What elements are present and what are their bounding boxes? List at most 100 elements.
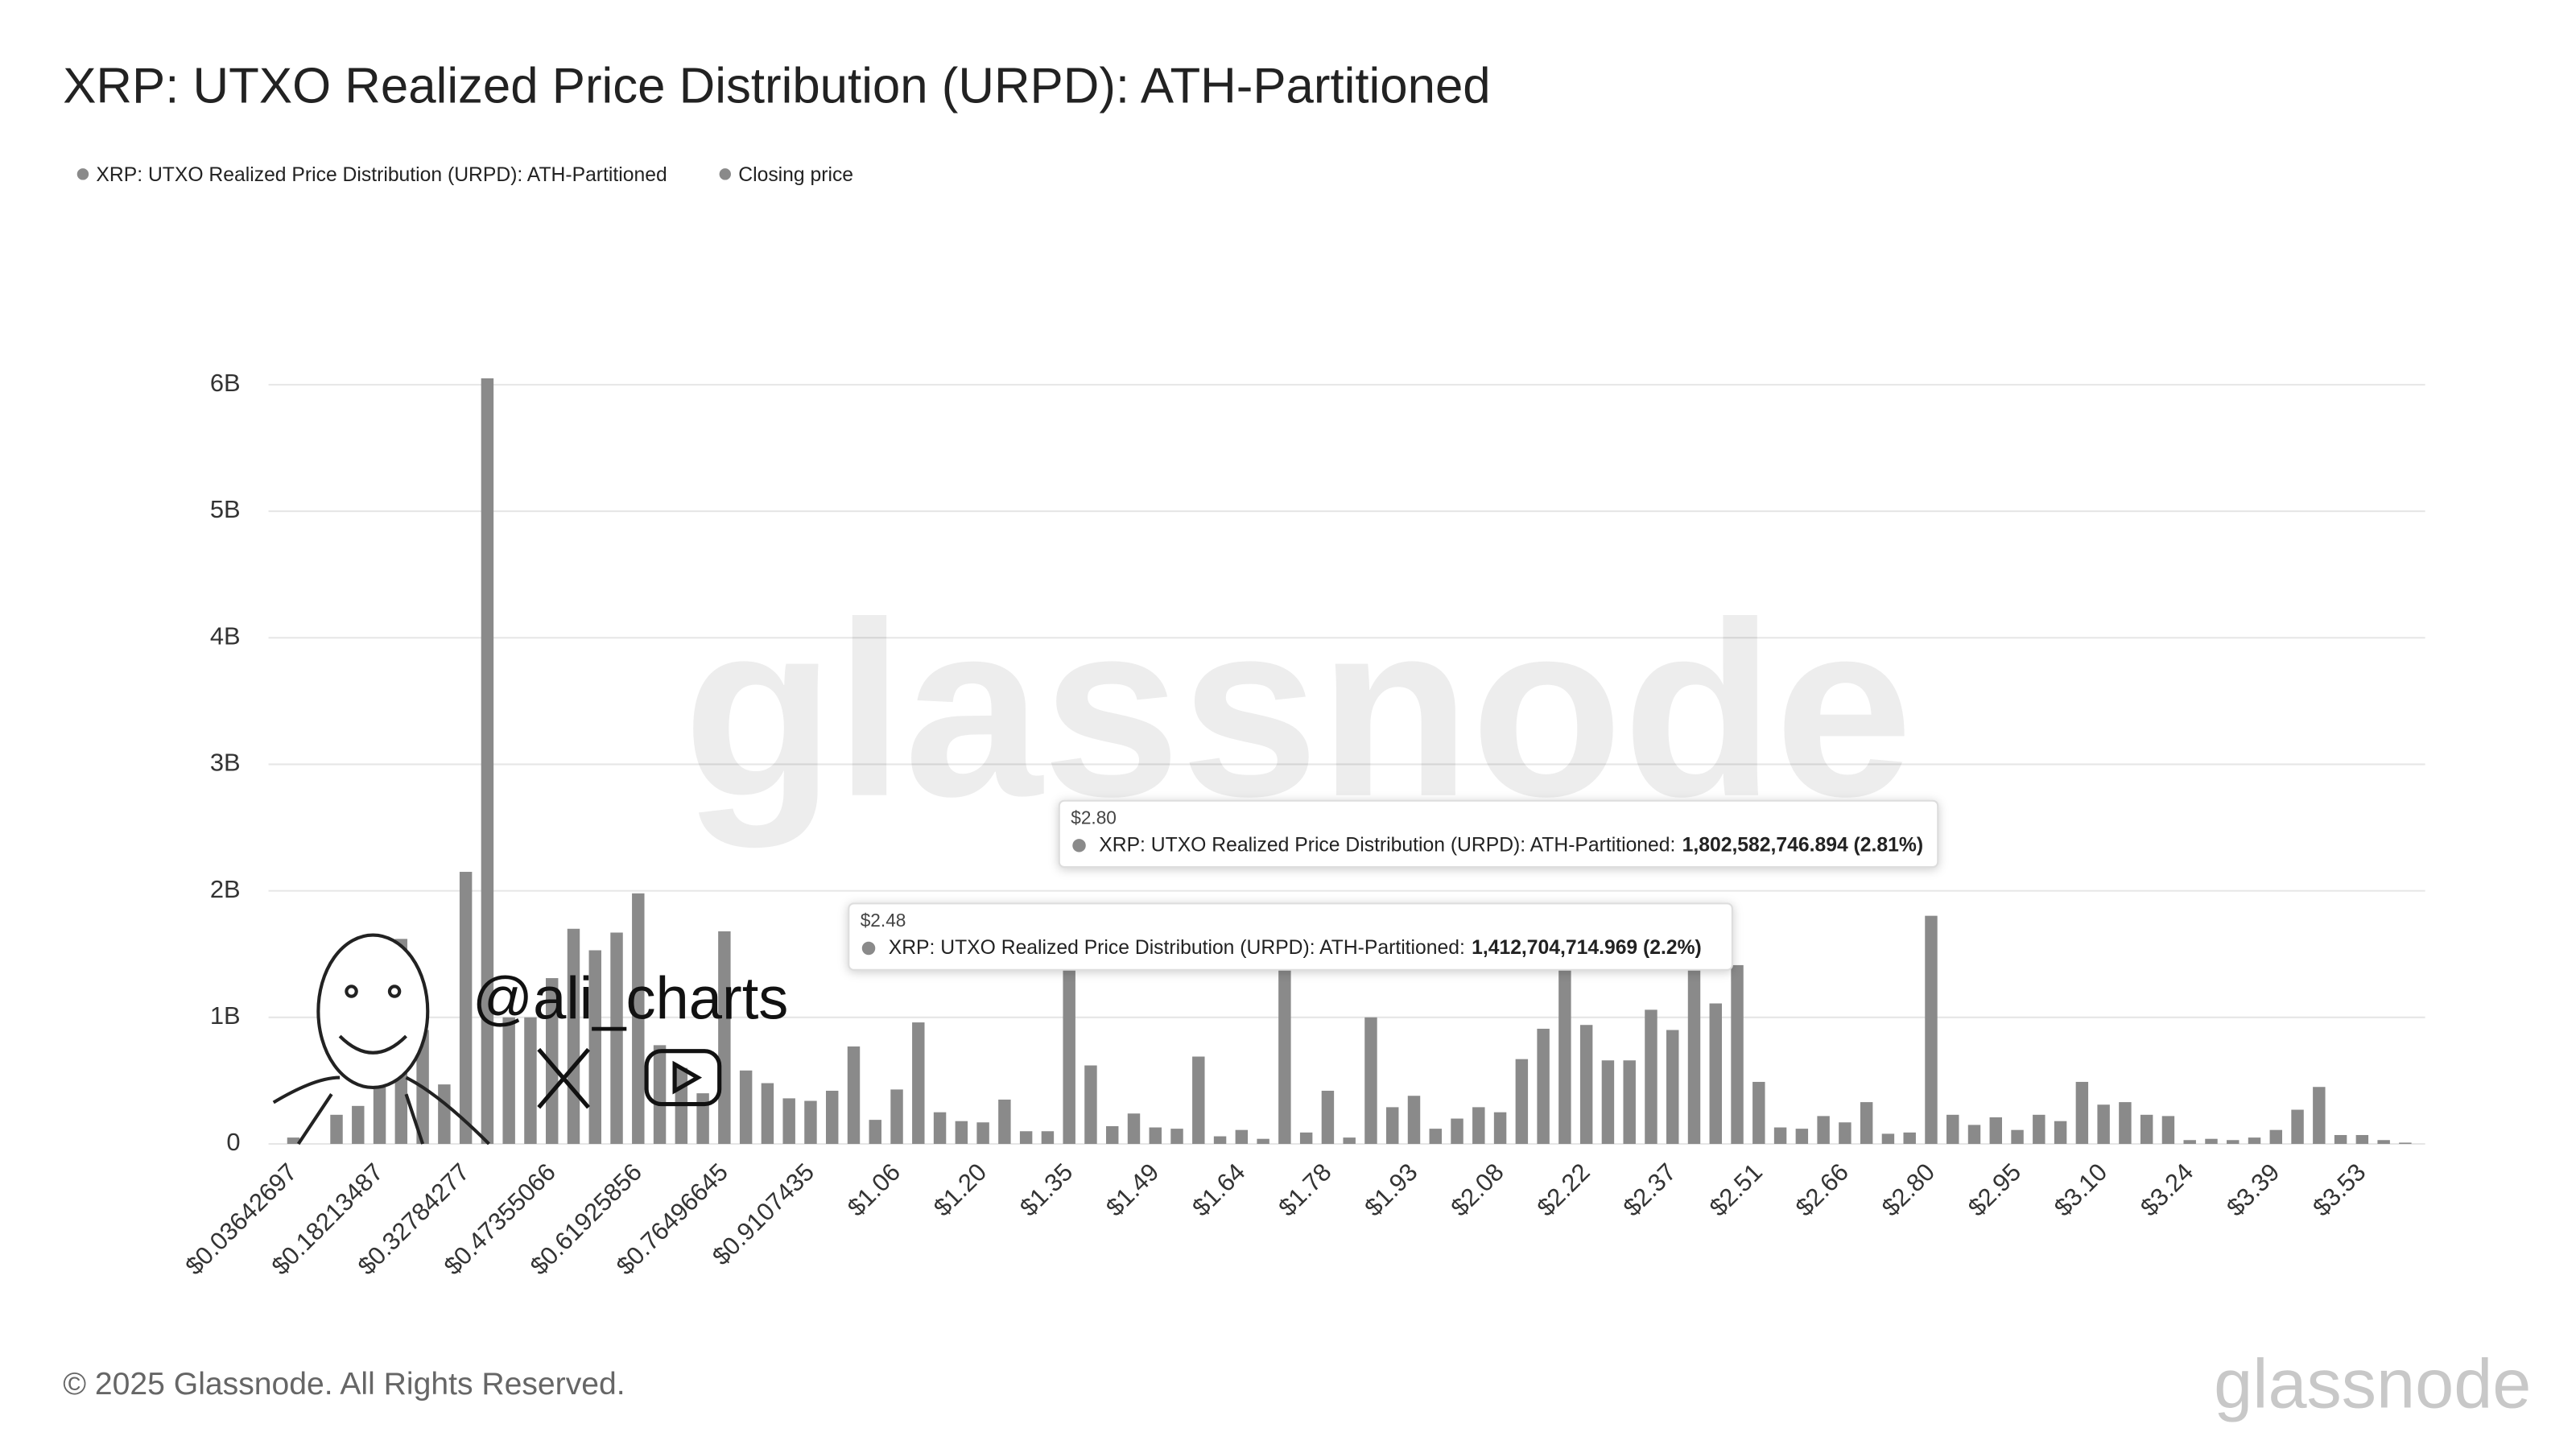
y-tick-label: 6B <box>210 369 241 397</box>
bar <box>2355 1134 2369 1144</box>
bar <box>1278 954 1291 1144</box>
bar <box>1041 1131 1055 1144</box>
bar <box>1429 1129 1442 1144</box>
face-sketch <box>272 933 490 1146</box>
bar <box>1407 1096 1421 1144</box>
bar <box>1063 966 1075 1144</box>
bar <box>610 932 623 1144</box>
bar <box>1472 1107 1485 1144</box>
tooltip-value: 1,412,704,714.969 (2.2%) <box>1472 937 1702 959</box>
bar <box>739 1070 753 1144</box>
bar <box>1493 1112 1507 1144</box>
bar <box>287 1137 300 1144</box>
bar <box>2119 1102 2132 1144</box>
tooltip-label: XRP: UTXO Realized Price Distribution (U… <box>889 937 1465 959</box>
bar <box>2097 1104 2110 1144</box>
bar <box>2399 1142 2412 1144</box>
bar <box>2033 1114 2046 1144</box>
bar <box>1946 1114 1959 1144</box>
bar <box>1257 1138 1269 1144</box>
bar <box>1709 1003 1722 1144</box>
face-outline <box>316 933 430 1090</box>
bar <box>912 1022 925 1144</box>
bar <box>955 1121 968 1144</box>
tooltip-title: $2.48 <box>861 910 906 931</box>
youtube-play <box>672 1060 703 1095</box>
bar <box>1795 1129 1809 1144</box>
bar <box>1687 966 1701 1144</box>
bar <box>718 931 731 1144</box>
bar <box>1860 1102 1873 1144</box>
y-tick-label: 3B <box>210 749 241 777</box>
legend-marker <box>719 168 731 180</box>
bar <box>2377 1140 2390 1144</box>
x-tick-label: $3.39 <box>2221 1158 2285 1221</box>
face-smile <box>338 1034 407 1055</box>
bar <box>1601 1060 1615 1144</box>
x-tick-label: $2.22 <box>1531 1158 1595 1221</box>
bar <box>1451 1118 1463 1144</box>
bar <box>330 1114 343 1144</box>
tooltip-marker <box>1072 839 1086 852</box>
bar <box>2227 1140 2240 1144</box>
bar <box>825 1090 839 1144</box>
bar <box>588 950 601 1144</box>
x-tick-label: $2.80 <box>1876 1158 1940 1221</box>
bar <box>1752 1081 1765 1144</box>
bar <box>1839 1122 1852 1144</box>
x-tick-label: $1.49 <box>1100 1158 1164 1221</box>
handle: @ali_charts <box>473 965 789 1032</box>
bar <box>653 1045 667 1144</box>
bar <box>1386 1107 1399 1144</box>
bar <box>976 1122 989 1144</box>
tooltip-row: XRP: UTXO Realized Price Distribution (U… <box>889 937 1702 959</box>
bar <box>502 1017 515 1144</box>
bar <box>869 1120 881 1144</box>
x-icon <box>537 1047 590 1109</box>
bar <box>1084 1065 1097 1144</box>
bar <box>632 893 645 1144</box>
bar <box>1903 1132 1916 1144</box>
bar <box>481 378 494 1144</box>
x-tick-label: $3.10 <box>2049 1158 2112 1221</box>
bar <box>998 1099 1011 1144</box>
bar <box>761 1083 774 1144</box>
bar <box>1967 1125 1981 1144</box>
bar <box>1170 1129 1183 1144</box>
x-tick-label: $3.53 <box>2307 1158 2371 1221</box>
bar <box>1731 964 1744 1144</box>
bar <box>1579 1025 1593 1144</box>
tooltip: $2.80 XRP: UTXO Realized Price Distributi… <box>1058 799 1939 869</box>
bar <box>2248 1137 2261 1144</box>
bar <box>847 1046 861 1144</box>
x-tick-label: $1.93 <box>1359 1158 1422 1221</box>
tooltip: $2.48 XRP: UTXO Realized Price Distributi… <box>848 902 1733 971</box>
bar <box>1989 1117 2003 1144</box>
tooltip-label: XRP: UTXO Realized Price Distribution (U… <box>1099 834 1675 856</box>
bar <box>804 1100 817 1144</box>
bar <box>1321 1090 1335 1144</box>
bar <box>1558 960 1571 1144</box>
bar <box>1235 1129 1249 1144</box>
face-eye <box>387 985 402 998</box>
bar <box>2075 1081 2089 1144</box>
bar <box>1149 1127 1162 1144</box>
footer: © 2025 Glassnode. All Rights Reserved. <box>63 1367 625 1402</box>
bar <box>2205 1138 2218 1144</box>
y-tick-label: 2B <box>210 875 241 903</box>
logo: glassnode <box>2214 1346 2531 1423</box>
bar <box>933 1112 947 1144</box>
legend-label: XRP: UTXO Realized Price Distribution (U… <box>96 164 667 186</box>
bar <box>1666 1030 1679 1144</box>
x-tick-label: $2.66 <box>1790 1158 1854 1221</box>
bar <box>2161 1116 2175 1144</box>
legend-marker <box>76 168 89 180</box>
bar <box>1817 1116 1830 1144</box>
tooltip-value: 1,802,582,746.894 (2.81%) <box>1682 834 1923 856</box>
bar <box>1213 1136 1227 1144</box>
face-eye <box>345 985 358 998</box>
tooltip-marker <box>861 941 876 956</box>
bar <box>1537 1028 1550 1144</box>
bar <box>2183 1140 2196 1144</box>
